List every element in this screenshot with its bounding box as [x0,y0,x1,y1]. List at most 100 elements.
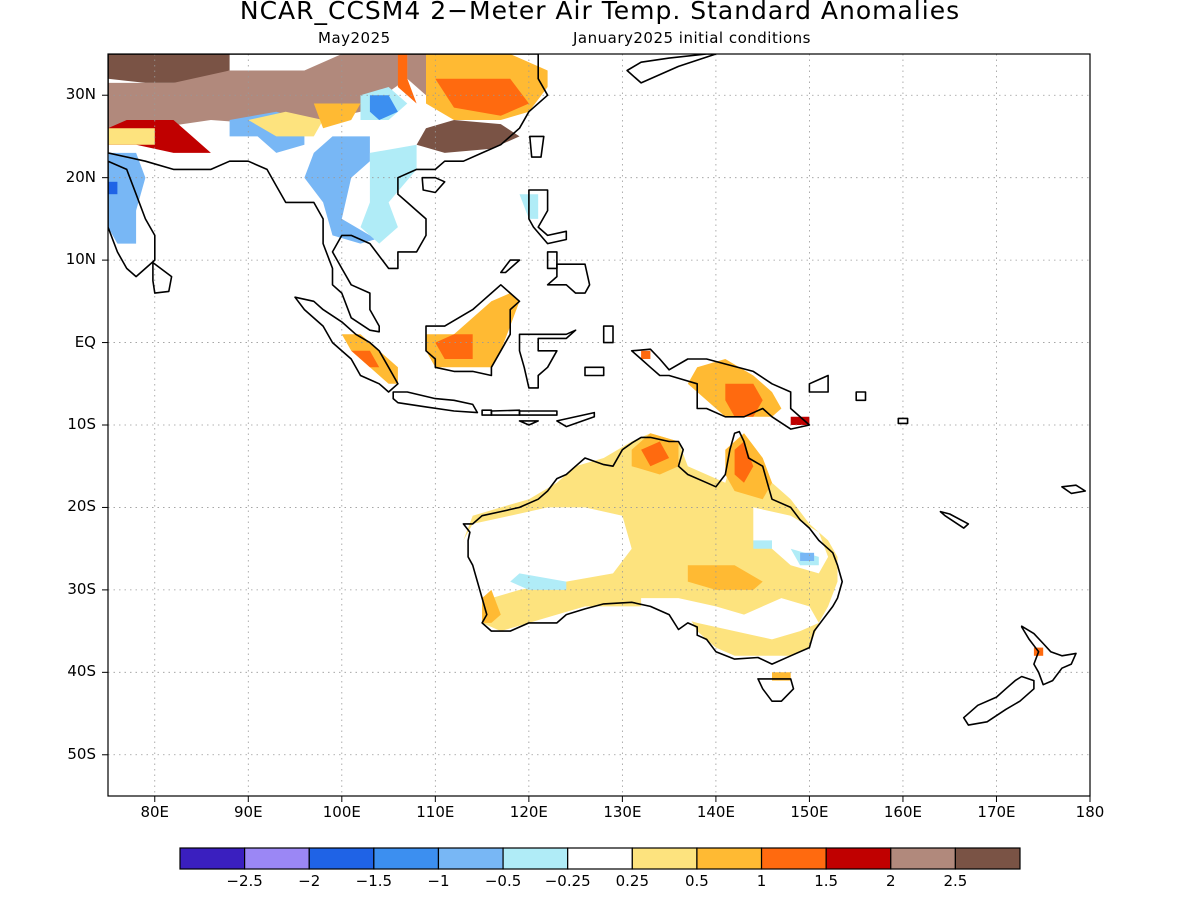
anomaly-region [734,441,754,483]
anomaly-region [108,152,146,244]
anomaly-region [108,181,118,195]
coastline [425,283,521,377]
lon-label: 170E [977,803,1016,821]
colorbar-label: −0.25 [544,872,591,890]
anomaly-layer [108,54,1044,681]
coastline [108,54,549,333]
anomaly-region [435,78,529,116]
lat-label: 20N [65,167,96,186]
lat-label: 30N [65,85,96,104]
anomaly-region [369,95,398,120]
colorbar-swatch [825,847,892,870]
lon-label: 80E [140,803,170,821]
coastline [808,374,829,393]
anomaly-region [360,144,417,244]
coastline [518,420,540,426]
colorbar-swatch [502,847,569,870]
colorbar-swatch [760,847,827,870]
colorbar-label: 1.5 [814,872,839,890]
anomaly-region [416,120,520,153]
lon-label: 130E [603,803,642,821]
anomaly-region [641,441,670,467]
colorbar-swatch [179,847,246,870]
lon-label: 140E [696,803,735,821]
axis-ticks [102,94,1091,802]
lat-label: 30S [67,579,96,598]
coastline [152,261,173,294]
map-title: NCAR_CCSM4 2−Meter Air Temp. Standard An… [239,0,961,25]
coastline [518,410,558,416]
lat-label: 40S [67,662,96,681]
lon-label: 120E [509,803,548,821]
anomaly-region [800,552,815,561]
forecast-month: May2025 [318,29,391,47]
coastline [1061,484,1087,495]
anomaly-region [641,598,819,640]
coastline [602,325,614,344]
colorbar-swatch [567,847,633,870]
lon-label: 180 [1075,803,1105,821]
anomaly-region [351,350,380,368]
anomaly-region [435,334,473,359]
coastline [499,259,521,274]
initial-conditions: January2025 initial conditions [573,29,811,47]
colorbar-swatch [308,847,375,870]
lon-label: 150E [790,803,829,821]
coastline [757,678,795,703]
anomaly-region [313,103,361,129]
coastline [897,417,909,425]
coastline [421,176,446,194]
lon-label: 110E [416,803,455,821]
colorbar-swatch [437,847,504,870]
coastline [630,348,811,430]
anomaly-region [641,350,651,359]
anomaly-region [790,416,810,425]
lat-label: 10S [67,415,96,433]
coastline [294,296,399,393]
coastline [584,366,605,377]
coastlines [108,54,1087,726]
colorbar [179,847,1021,870]
coastline [1020,625,1077,686]
colorbar-label: −1.5 [355,872,393,890]
coastline [556,411,596,428]
lon-label: 90E [233,803,263,821]
colorbar-label: 2.5 [943,872,968,890]
lon-label: 160E [883,803,922,821]
anomaly-region [108,54,230,83]
lat-label: EQ [74,332,96,351]
anomaly-region [687,565,763,590]
colorbar-swatch [890,847,956,870]
anomaly-region [510,573,567,590]
coastline [518,329,577,389]
coastline [528,135,545,158]
colorbar-label: −0.5 [484,872,522,890]
anomaly-region [725,383,763,417]
colorbar-swatch [631,847,698,870]
colorbar-label: −2 [298,872,321,890]
coastline [462,430,844,665]
colorbar-label: 0.25 [615,872,649,890]
lat-label: 10N [65,250,96,269]
anomaly-region [108,128,155,145]
anomaly-region [397,54,417,104]
colorbar-label: 1 [756,872,767,890]
colorbar-label: 0.5 [684,872,709,890]
colorbar-label: −1 [427,872,450,890]
colorbar-swatch [954,847,1021,870]
coastline [546,263,591,294]
gridlines [108,54,1090,796]
coastline [528,189,568,245]
anomaly-region [304,136,389,244]
coastline [392,391,479,414]
anomaly-region [463,507,632,599]
colorbar-label: −2.5 [226,872,263,890]
lon-label: 100E [322,803,361,821]
coastline [108,160,156,278]
coastline [939,510,970,529]
lat-label: 20S [67,497,96,516]
anomaly-region [248,111,324,137]
coastline [626,54,717,84]
coastline [855,391,867,402]
colorbar-label: 2 [885,872,896,890]
